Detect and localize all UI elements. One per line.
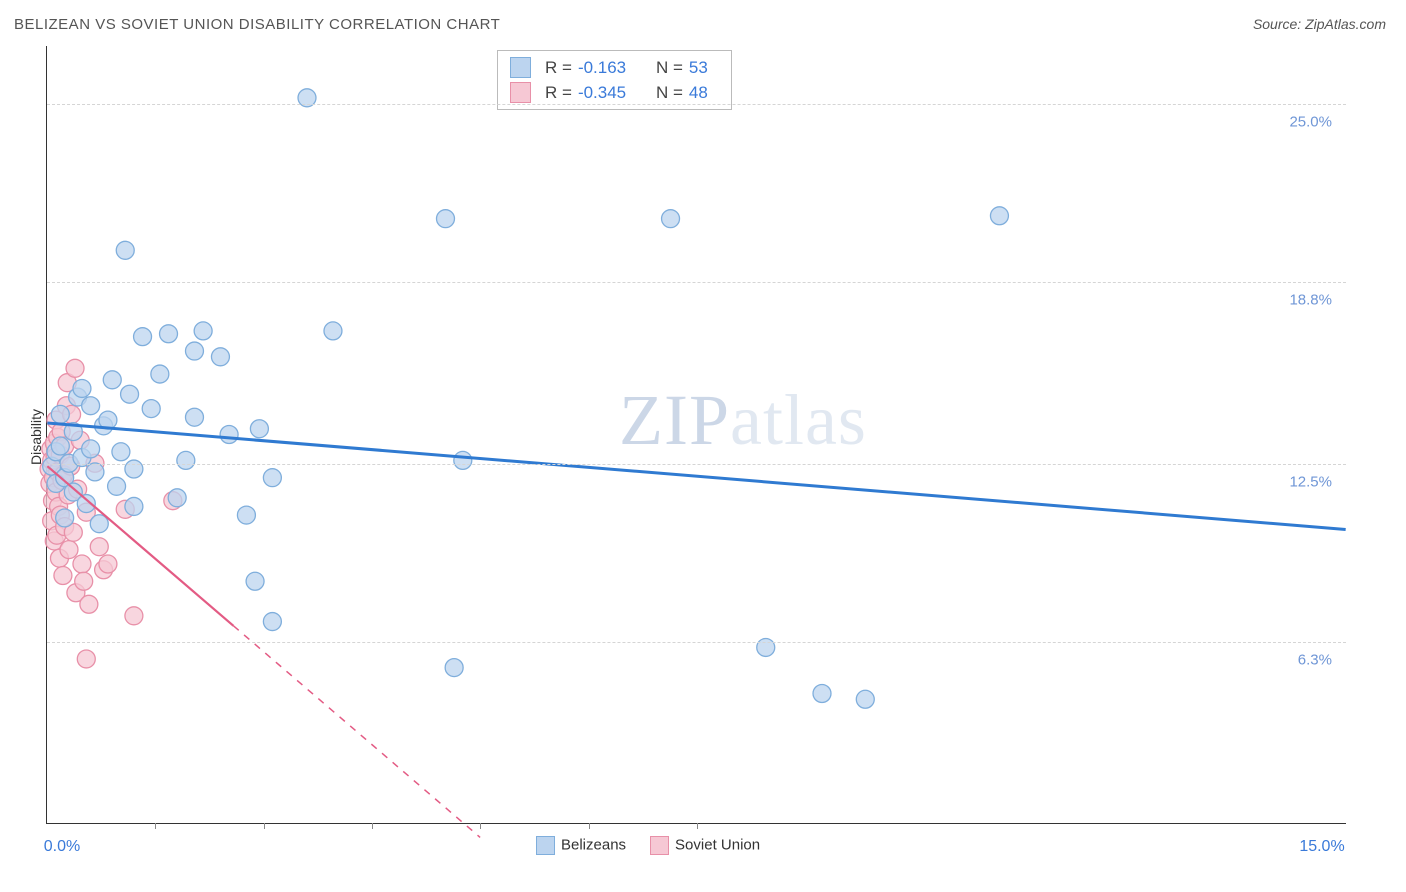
grid-line bbox=[47, 282, 1346, 283]
belizeans-point bbox=[56, 509, 74, 527]
grid-line bbox=[47, 464, 1346, 465]
y-tick-label: 12.5% bbox=[1289, 473, 1332, 490]
r-label: R = bbox=[545, 83, 572, 103]
soviet-trend-line-dashed bbox=[233, 626, 480, 838]
soviet-point bbox=[77, 650, 95, 668]
belizeans-point bbox=[116, 241, 134, 259]
belizeans-point bbox=[168, 489, 186, 507]
belizeans-point bbox=[246, 572, 264, 590]
x-axis-max-label: 15.0% bbox=[1299, 838, 1344, 856]
soviet-point bbox=[54, 567, 72, 585]
belizeans-point bbox=[185, 342, 203, 360]
belizeans-point bbox=[813, 685, 831, 703]
belizeans-point bbox=[324, 322, 342, 340]
chart-title: BELIZEAN VS SOVIET UNION DISABILITY CORR… bbox=[14, 16, 500, 33]
belizeans-point bbox=[662, 210, 680, 228]
belizeans-point bbox=[121, 385, 139, 403]
belizeans-point bbox=[160, 325, 178, 343]
x-tick bbox=[697, 823, 698, 829]
belizeans-point bbox=[454, 451, 472, 469]
soviet-point bbox=[125, 607, 143, 625]
legend-label: Belizeans bbox=[561, 836, 626, 853]
n-value: 48 bbox=[689, 83, 719, 103]
soviet-point bbox=[73, 555, 91, 573]
stats-row-soviet: R = -0.345 N = 48 bbox=[510, 80, 719, 105]
x-tick bbox=[372, 823, 373, 829]
x-tick bbox=[264, 823, 265, 829]
belizeans-point bbox=[151, 365, 169, 383]
x-tick bbox=[155, 823, 156, 829]
belizeans-point bbox=[990, 207, 1008, 225]
r-label: R = bbox=[545, 58, 572, 78]
plot-area: ZIPatlas R =-0.163N =53R =-0.345N =48 6.… bbox=[46, 46, 1346, 824]
belizeans-point bbox=[73, 379, 91, 397]
belizeans-point bbox=[263, 613, 281, 631]
belizeans-point bbox=[103, 371, 121, 389]
soviet-point bbox=[90, 538, 108, 556]
belizeans-point bbox=[263, 469, 281, 487]
legend-label: Soviet Union bbox=[675, 836, 760, 853]
x-axis-min-label: 0.0% bbox=[44, 838, 80, 856]
belizeans-point bbox=[82, 440, 100, 458]
belizeans-point bbox=[445, 659, 463, 677]
belizeans-point bbox=[125, 497, 143, 515]
r-value: -0.345 bbox=[578, 83, 646, 103]
belizeans-point bbox=[220, 426, 238, 444]
scatter-svg bbox=[47, 46, 1346, 823]
belizeans-point bbox=[250, 420, 268, 438]
soviet-point bbox=[80, 595, 98, 613]
belizeans-point bbox=[211, 348, 229, 366]
soviet-swatch-icon bbox=[510, 82, 531, 103]
n-value: 53 bbox=[689, 58, 719, 78]
belizeans-point bbox=[237, 506, 255, 524]
legend-item-belizeans: Belizeans bbox=[536, 836, 626, 855]
r-value: -0.163 bbox=[578, 58, 646, 78]
belizeans-point bbox=[194, 322, 212, 340]
belizeans-point bbox=[86, 463, 104, 481]
n-label: N = bbox=[656, 58, 683, 78]
soviet-point bbox=[75, 572, 93, 590]
belizeans-point bbox=[134, 328, 152, 346]
belizeans-point bbox=[757, 638, 775, 656]
soviet-point bbox=[66, 359, 84, 377]
stats-row-belizeans: R = -0.163 N = 53 bbox=[510, 55, 719, 80]
belizeans-swatch-icon bbox=[536, 836, 555, 855]
belizeans-point bbox=[112, 443, 130, 461]
belizeans-point bbox=[142, 400, 160, 418]
grid-line bbox=[47, 642, 1346, 643]
belizeans-point bbox=[437, 210, 455, 228]
correlation-stats-box: R = -0.163 N = 53 R = -0.345 N = 48 bbox=[497, 50, 732, 110]
y-tick-label: 6.3% bbox=[1298, 652, 1332, 669]
x-tick bbox=[589, 823, 590, 829]
belizeans-point bbox=[185, 408, 203, 426]
belizeans-point bbox=[51, 437, 69, 455]
x-tick bbox=[480, 823, 481, 829]
belizeans-point bbox=[82, 397, 100, 415]
soviet-point bbox=[60, 541, 78, 559]
belizeans-point bbox=[177, 451, 195, 469]
belizeans-point bbox=[125, 460, 143, 478]
n-label: N = bbox=[656, 83, 683, 103]
y-tick-label: 18.8% bbox=[1289, 292, 1332, 309]
source-attribution: Source: ZipAtlas.com bbox=[1253, 16, 1386, 32]
belizeans-point bbox=[108, 477, 126, 495]
chart-header: BELIZEAN VS SOVIET UNION DISABILITY CORR… bbox=[0, 0, 1406, 40]
grid-line bbox=[47, 104, 1346, 105]
series-legend: Belizeans Soviet Union bbox=[536, 836, 760, 855]
belizeans-point bbox=[51, 405, 69, 423]
soviet-swatch-icon bbox=[650, 836, 669, 855]
soviet-point bbox=[99, 555, 117, 573]
y-tick-label: 25.0% bbox=[1289, 113, 1332, 130]
belizeans-swatch-icon bbox=[510, 57, 531, 78]
legend-item-soviet: Soviet Union bbox=[650, 836, 760, 855]
y-axis-title: Disability bbox=[28, 409, 44, 465]
belizeans-point bbox=[856, 690, 874, 708]
